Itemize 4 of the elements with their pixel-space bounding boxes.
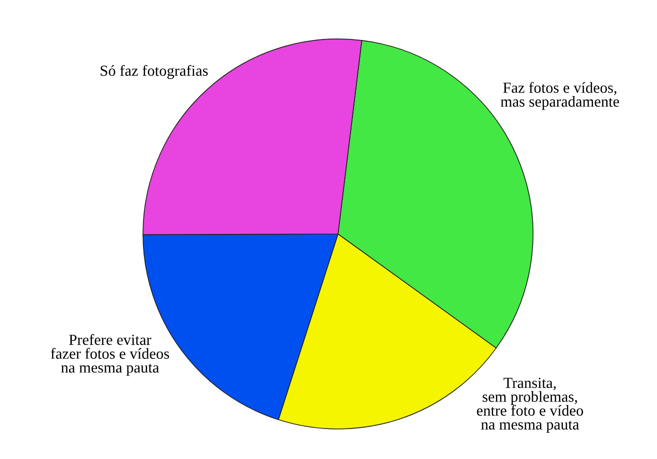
slice-label: Transita, sem problemas, entre foto e vídeo na mesma pauta — [476, 378, 584, 433]
slice-label: Prefere evitar fazer fotos e vídeos na mesma pauta — [50, 334, 170, 376]
slice-label: Só faz fotografias — [100, 64, 208, 80]
slice-label: Faz fotos e vídeos, mas separadamente — [500, 82, 620, 110]
